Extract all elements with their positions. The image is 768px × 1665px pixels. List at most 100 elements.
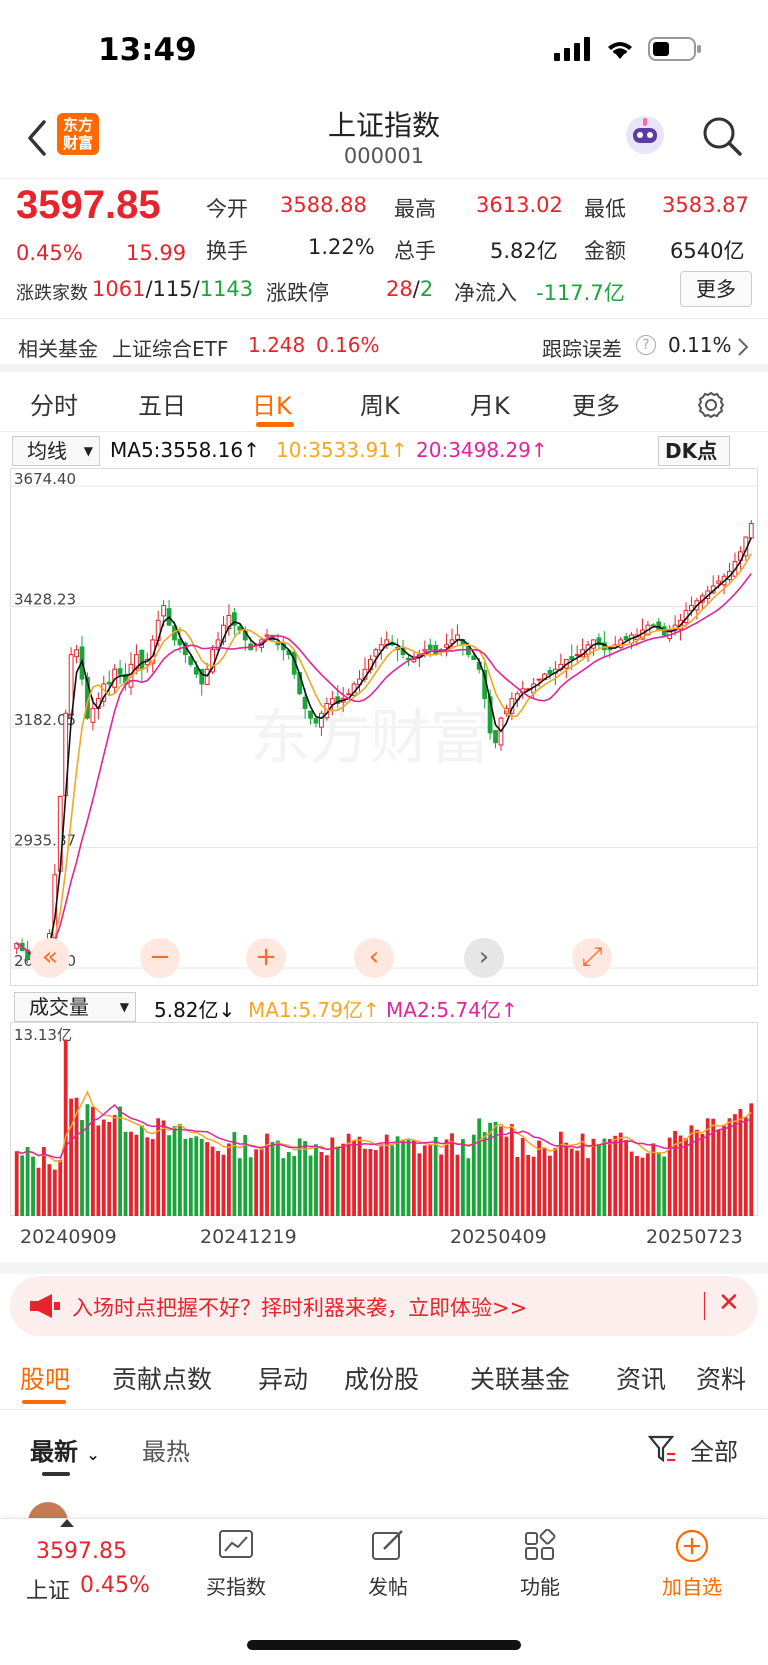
close-icon[interactable]: ✕ xyxy=(718,1288,740,1318)
logo-line2: 财富 xyxy=(62,134,93,152)
candle-body xyxy=(547,670,553,675)
volume-ma2: MA2:5.74亿↑ xyxy=(386,998,518,1022)
promo-banner[interactable]: 入场时点把握不好？择时利器来袭，立即体验>> ✕ xyxy=(10,1276,758,1336)
volume-bar xyxy=(319,1151,324,1216)
tab-contribution[interactable]: 贡献点数 xyxy=(112,1365,213,1394)
volume-bar xyxy=(640,1157,645,1216)
dk-point-button[interactable]: DK点 xyxy=(658,436,730,466)
candle-body xyxy=(623,636,629,641)
limit-label: 涨跌停 xyxy=(266,281,329,305)
volume-bar xyxy=(167,1135,171,1216)
candle-body xyxy=(204,668,210,685)
robot-assistant-icon[interactable] xyxy=(624,114,666,156)
change-value: 15.99 xyxy=(126,241,187,265)
tab-daily-k[interactable]: 日K xyxy=(252,392,292,420)
candle-body xyxy=(264,634,270,637)
tab-intraday[interactable]: 分时 xyxy=(30,392,78,420)
volume-bar xyxy=(270,1142,275,1216)
more-button[interactable]: 更多 xyxy=(680,271,752,307)
help-icon[interactable]: ? xyxy=(636,335,656,355)
volume-bar xyxy=(216,1150,220,1216)
chart-period-tabs: 分时 五日 日K 周K 月K 更多 xyxy=(0,378,768,432)
volume-indicator-select[interactable]: 成交量 ▼ xyxy=(14,992,136,1022)
volume-bar xyxy=(727,1118,732,1216)
tab-profile[interactable]: 资料 xyxy=(696,1365,747,1394)
search-icon[interactable] xyxy=(700,114,744,158)
y-tick-label: 3428.23 xyxy=(14,590,76,608)
tab-constituents[interactable]: 成份股 xyxy=(344,1365,420,1394)
add-watchlist-label: 加自选 xyxy=(662,1575,722,1599)
volume-bar xyxy=(183,1138,188,1216)
add-watchlist-button[interactable]: 加自选 xyxy=(642,1529,742,1600)
filter-all[interactable]: 全部 xyxy=(690,1438,738,1466)
back-icon[interactable] xyxy=(22,118,52,158)
banner-divider xyxy=(704,1292,705,1320)
rewind-button[interactable]: « xyxy=(30,938,70,978)
dk-point-label: DK点 xyxy=(665,439,718,463)
change-pct: 0.45% xyxy=(16,241,83,265)
slash-1: / xyxy=(145,277,153,301)
tab-forum[interactable]: 股吧 xyxy=(20,1365,71,1394)
volume-bar xyxy=(52,1169,57,1216)
volume-bar xyxy=(460,1139,465,1216)
buy-index-button[interactable]: 买指数 xyxy=(186,1529,286,1600)
volume-bar xyxy=(684,1138,688,1216)
volume-bar xyxy=(352,1140,356,1216)
tab-movement[interactable]: 异动 xyxy=(258,1365,309,1394)
functions-button[interactable]: 功能 xyxy=(490,1528,590,1600)
candle-body xyxy=(596,637,602,646)
volume-bar xyxy=(74,1097,79,1216)
tab-related-funds[interactable]: 关联基金 xyxy=(470,1365,571,1394)
volume-chart[interactable]: 13.13亿 xyxy=(10,1022,758,1216)
volume-bar xyxy=(20,1155,25,1216)
filter-funnel-icon[interactable] xyxy=(648,1434,676,1464)
volume-bar xyxy=(651,1143,656,1216)
tab-weekly-k[interactable]: 周K xyxy=(360,392,400,420)
related-fund-row[interactable]: 相关基金 上证综合ETF 1.248 0.16% 跟踪误差 ? 0.11% xyxy=(0,318,768,372)
volume-bar xyxy=(433,1136,438,1216)
tab-more[interactable]: 更多 xyxy=(572,392,620,420)
volume-bar xyxy=(341,1143,346,1216)
bottom-price[interactable]: 3597.85 xyxy=(36,1539,127,1564)
volume-bar xyxy=(428,1145,433,1216)
volume-bar xyxy=(292,1155,297,1216)
volume-bar xyxy=(537,1140,541,1216)
pan-right-button[interactable]: › xyxy=(464,938,504,978)
zoom-in-button[interactable]: + xyxy=(246,938,286,978)
ma20-value: 20:3498.29↑ xyxy=(416,438,548,462)
candle-body xyxy=(493,730,498,744)
fund-pct: 0.16% xyxy=(316,333,380,357)
candle-body xyxy=(117,668,123,675)
tracking-error-label: 跟踪误差 xyxy=(542,337,622,361)
wifi-icon xyxy=(608,42,632,59)
fullscreen-button[interactable]: ⤢ xyxy=(572,938,612,978)
volume-bar xyxy=(493,1122,498,1216)
tab-news[interactable]: 资讯 xyxy=(616,1365,667,1394)
ma5-line xyxy=(16,537,753,960)
filter-hot[interactable]: 最热 xyxy=(142,1438,190,1466)
volume-bar xyxy=(564,1142,569,1216)
y-tick-label: 3182.05 xyxy=(14,711,76,729)
tab-five-day[interactable]: 五日 xyxy=(138,392,186,420)
candle-body xyxy=(427,644,433,651)
candle-body xyxy=(139,649,145,670)
filter-latest[interactable]: 最新 ⌄ xyxy=(30,1432,100,1467)
pan-left-button[interactable]: ‹ xyxy=(354,938,394,978)
settings-gear-icon[interactable] xyxy=(696,390,726,420)
post-button[interactable]: 发帖 xyxy=(338,1529,438,1600)
tab-monthly-k[interactable]: 月K xyxy=(470,392,510,420)
avatar xyxy=(28,1500,68,1520)
turnover-value: 1.22% xyxy=(308,235,375,259)
volume-bar xyxy=(265,1133,269,1216)
indicator-select[interactable]: 均线 ▼ xyxy=(12,436,100,466)
chart-box-icon xyxy=(219,1530,253,1558)
ma20-line xyxy=(16,573,752,955)
open-label: 今开 xyxy=(206,197,248,221)
volume-bar xyxy=(161,1120,166,1216)
candle-body xyxy=(455,634,460,640)
volume-bar xyxy=(482,1132,487,1216)
candle-body xyxy=(215,639,221,650)
zoom-out-button[interactable]: − xyxy=(140,938,180,978)
volume-bar xyxy=(569,1148,574,1216)
